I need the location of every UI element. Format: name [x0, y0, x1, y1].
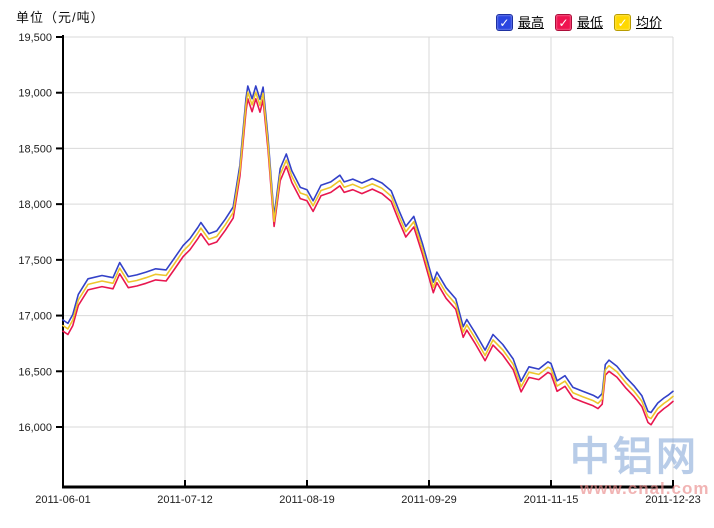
y-tick-label: 18,500 — [18, 143, 52, 155]
legend-checkbox-high[interactable]: ✓ — [495, 14, 513, 31]
y-tick-label: 16,000 — [18, 422, 52, 434]
legend-label-high[interactable]: 最高 — [517, 15, 544, 30]
y-tick-label: 19,000 — [18, 88, 52, 100]
series-line-avg — [62, 91, 674, 420]
series-line-low — [62, 98, 674, 426]
y-axis-unit-label: 单位（元/吨） — [16, 10, 105, 25]
y-tick-label: 19,500 — [18, 32, 52, 44]
legend-item-high[interactable]: ✓ 最高 — [495, 14, 544, 31]
x-tick-label: 2011-07-12 — [157, 494, 212, 506]
y-tick-label: 17,000 — [18, 311, 52, 323]
y-tick-label: 18,000 — [18, 199, 52, 211]
x-tick-label: 2011-08-19 — [279, 494, 334, 506]
series-line-high — [62, 85, 674, 414]
legend-label-avg[interactable]: 均价 — [635, 15, 662, 30]
x-tick-label: 2011-09-29 — [401, 494, 456, 506]
x-tick-label: 2011-06-01 — [35, 494, 90, 506]
legend-checkbox-avg[interactable]: ✓ — [613, 14, 631, 31]
y-tick-label: 16,500 — [18, 366, 52, 378]
legend-label-low[interactable]: 最低 — [576, 15, 603, 30]
legend-item-low[interactable]: ✓ 最低 — [554, 14, 603, 31]
legend-checkbox-low[interactable]: ✓ — [554, 14, 572, 31]
x-tick-label: 2011-12-23 — [645, 494, 700, 506]
legend-item-avg[interactable]: ✓ 均价 — [613, 14, 662, 31]
x-tick-label: 2011-11-15 — [524, 494, 579, 506]
chart-legend: ✓ 最高 ✓ 最低 ✓ 均价 — [495, 14, 662, 31]
y-tick-label: 17,500 — [18, 255, 52, 267]
